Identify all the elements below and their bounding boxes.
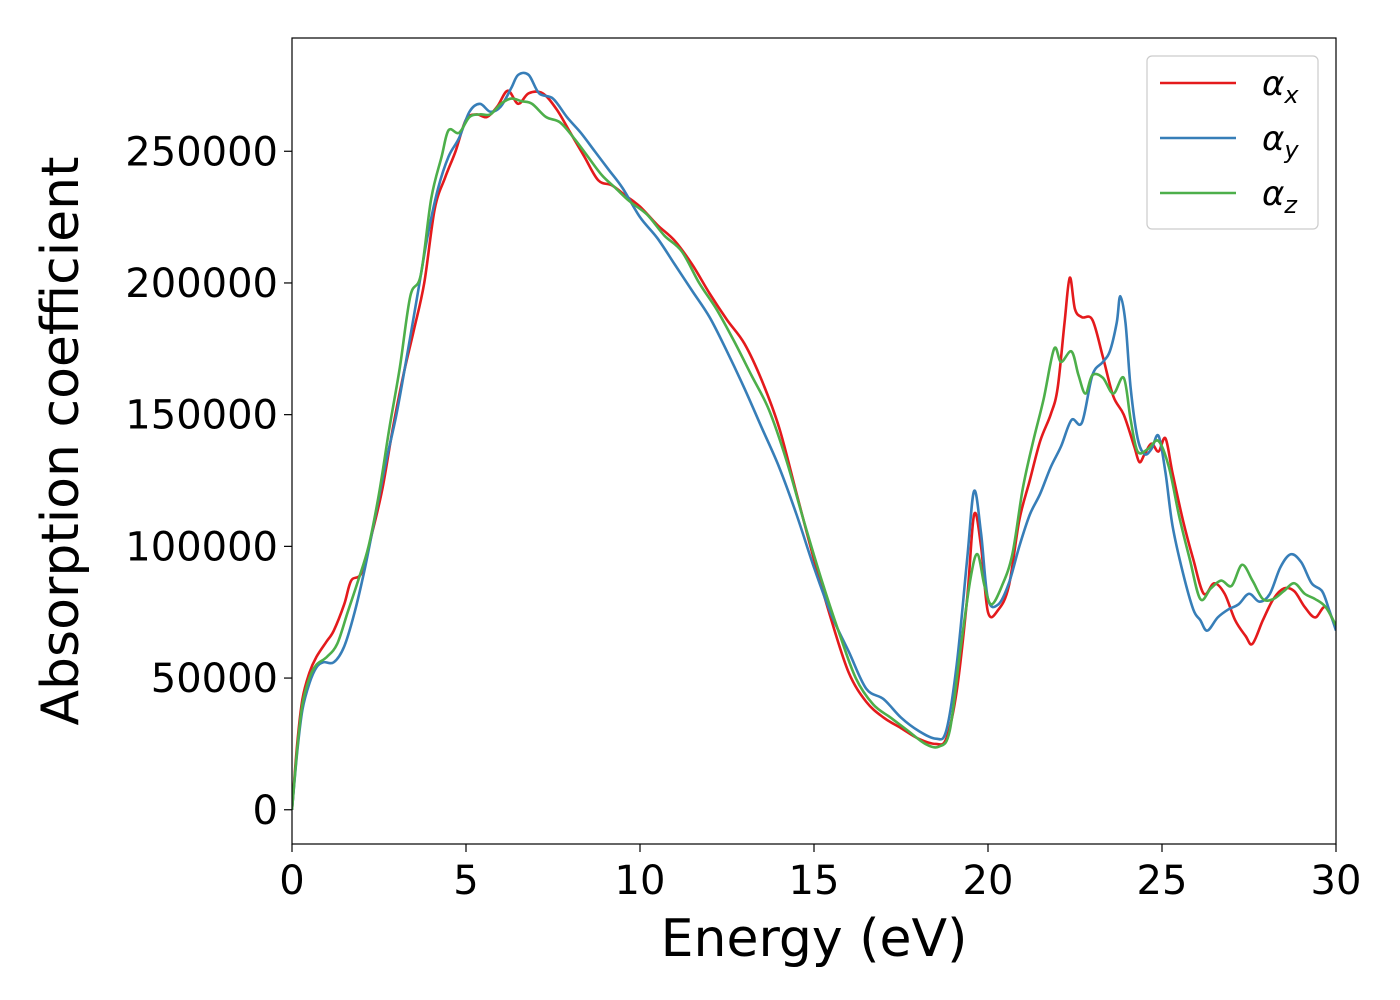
x-tick-label: 20 [963,858,1014,904]
series-line-z [292,97,1336,810]
y-tick-label: 200000 [125,261,278,307]
y-tick-label: 250000 [125,129,278,175]
y-tick-label: 0 [253,788,278,834]
y-tick-label: 150000 [125,393,278,439]
series-line-y [292,71,1336,810]
y-axis-label: Absorption coefficient [31,156,91,725]
x-axis: 0 5 10 15 20 25 30 [279,844,1361,904]
x-tick-label: 10 [615,858,666,904]
y-axis: 0 50000 100000 150000 200000 250000 [125,129,292,834]
x-tick-label: 5 [453,858,478,904]
x-tick-label: 0 [279,858,304,904]
x-axis-label: Energy (eV) [661,909,968,969]
x-tick-label: 15 [789,858,840,904]
y-tick-label: 50000 [151,656,278,702]
x-tick-label: 30 [1311,858,1362,904]
legend-frame [1146,55,1319,230]
series-layer [292,71,1336,810]
x-tick-label: 25 [1137,858,1188,904]
y-tick-label: 100000 [125,524,278,570]
series-line-x [292,89,1336,810]
